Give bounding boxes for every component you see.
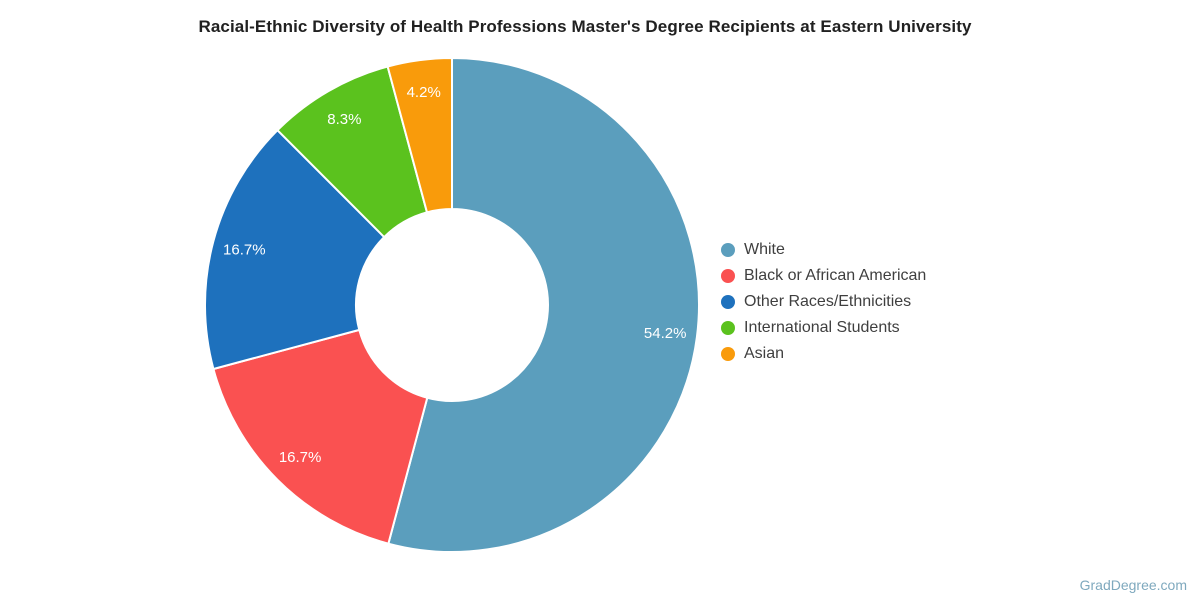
watermark-link[interactable]: GradDegree.com: [1079, 577, 1187, 593]
pie-slice-asian[interactable]: [386, 57, 453, 214]
legend-item-black-or-african-american[interactable]: Black or African American: [721, 263, 926, 289]
legend-item-international-students[interactable]: International Students: [721, 315, 926, 341]
legend-label-black-or-african-american: Black or African American: [744, 267, 927, 284]
legend-swatch-other-races-ethnicities-icon: [721, 295, 735, 309]
legend-label-asian: Asian: [744, 345, 785, 362]
legend-swatch-international-students-icon: [721, 321, 735, 335]
legend-label-international-students: International Students: [744, 319, 900, 336]
legend-item-white[interactable]: White: [721, 237, 926, 263]
chart-title: Racial-Ethnic Diversity of Health Profes…: [198, 17, 972, 36]
pie-slice-white[interactable]: [387, 57, 700, 553]
legend-swatch-white-icon: [721, 243, 735, 257]
pie-slice-other-races-ethnicities[interactable]: [203, 129, 386, 370]
legend: White Black or African American Other Ra…: [721, 237, 926, 367]
legend-swatch-asian-icon: [721, 347, 735, 361]
legend-label-white: White: [744, 241, 785, 258]
legend-swatch-black-or-african-american-icon: [721, 269, 735, 283]
legend-item-asian[interactable]: Asian: [721, 341, 926, 367]
legend-item-other-races-ethnicities[interactable]: Other Races/Ethnicities: [721, 289, 926, 315]
legend-label-other-races-ethnicities: Other Races/Ethnicities: [744, 293, 912, 310]
pie-slice-black-or-african-american[interactable]: [212, 328, 429, 545]
